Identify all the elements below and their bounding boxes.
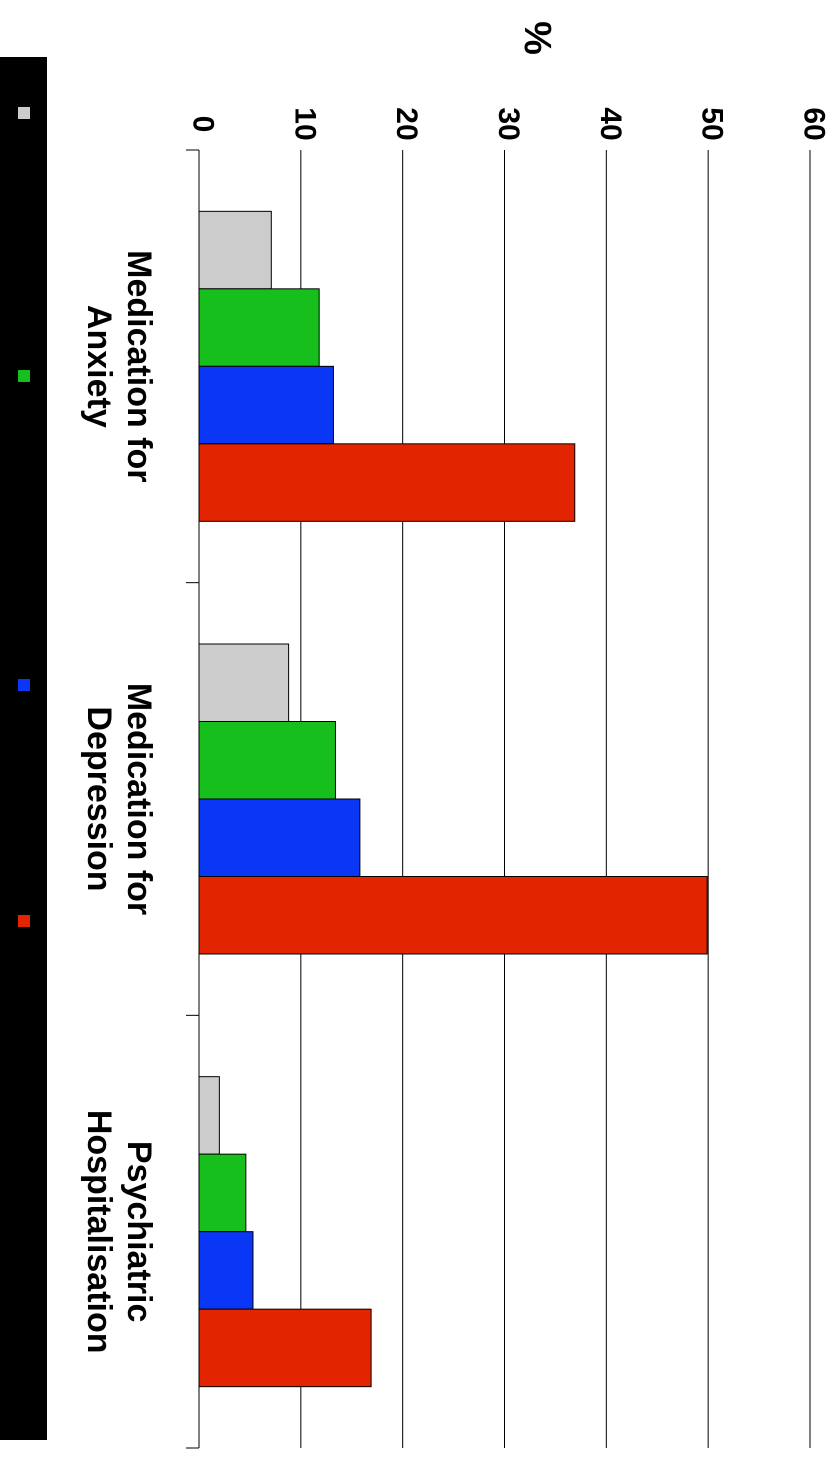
bars bbox=[198, 210, 708, 1388]
bar bbox=[198, 288, 320, 367]
tick-label: 50 bbox=[696, 107, 729, 140]
category-label: Medication for bbox=[120, 683, 158, 915]
gridlines: 0 10 20 30 40 50 60 bbox=[187, 107, 831, 1448]
tick-label: 40 bbox=[594, 107, 627, 140]
legend-swatch bbox=[18, 679, 30, 691]
category-label: Anxiety bbox=[80, 305, 118, 428]
category-label: Psychiatric bbox=[120, 1141, 158, 1322]
legend-swatch bbox=[18, 107, 30, 119]
bar bbox=[198, 1231, 254, 1310]
bar bbox=[198, 210, 272, 290]
category-label: Medication for bbox=[120, 250, 158, 482]
bar bbox=[198, 1153, 247, 1233]
bar bbox=[198, 876, 708, 955]
bar bbox=[198, 798, 361, 877]
value-axis-title: % bbox=[516, 21, 558, 55]
category-label: Hospitalisation bbox=[80, 1110, 118, 1354]
category-axis bbox=[186, 149, 200, 1449]
legend-background bbox=[0, 57, 47, 1440]
bar bbox=[198, 1308, 372, 1388]
bar bbox=[198, 443, 576, 522]
tick-label: 10 bbox=[288, 107, 321, 140]
legend-swatch bbox=[18, 370, 30, 382]
bar bbox=[198, 721, 336, 800]
tick-label: 30 bbox=[492, 107, 525, 140]
tick-label: 0 bbox=[187, 116, 220, 133]
category-label: Depression bbox=[80, 706, 118, 891]
tick-label: 60 bbox=[798, 107, 831, 140]
legend-swatch bbox=[18, 915, 30, 927]
bar bbox=[198, 365, 334, 445]
bar bbox=[198, 643, 290, 722]
bar bbox=[198, 1076, 220, 1155]
legend bbox=[0, 57, 47, 1440]
tick-label: 20 bbox=[390, 107, 423, 140]
